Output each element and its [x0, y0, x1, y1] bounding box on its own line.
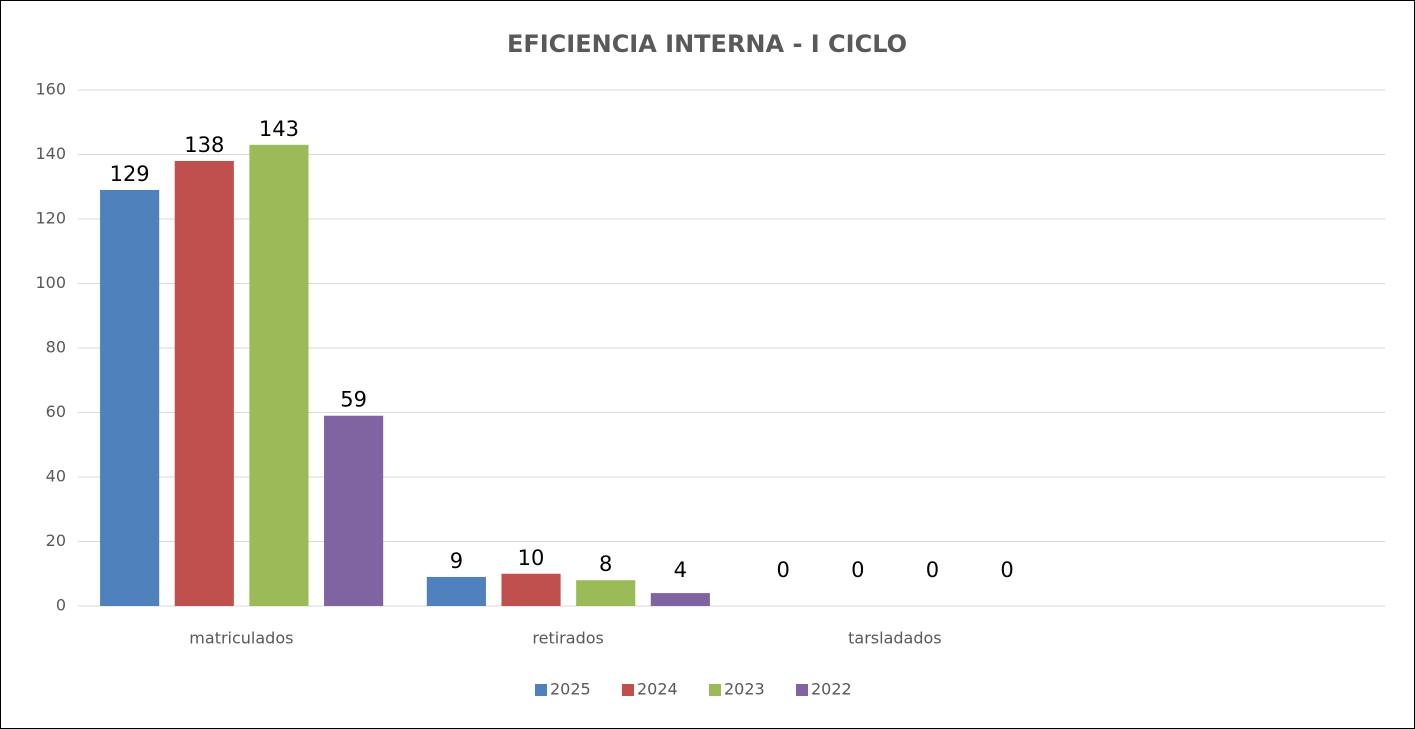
bar	[650, 593, 710, 606]
bar	[324, 415, 384, 606]
data-label: 59	[340, 388, 367, 412]
bar	[426, 576, 486, 606]
data-label: 10	[518, 546, 545, 570]
y-tick-label: 100	[35, 273, 66, 292]
x-tick-label: matriculados	[189, 629, 293, 648]
data-label: 138	[184, 133, 224, 157]
y-tick-label: 40	[46, 467, 66, 486]
y-tick-label: 120	[35, 209, 66, 228]
bar	[576, 580, 636, 606]
legend-swatch	[622, 684, 634, 696]
y-tick-label: 60	[46, 402, 66, 421]
legend-label: 2025	[550, 680, 591, 699]
y-tick-label: 160	[35, 80, 66, 99]
bar	[501, 573, 561, 606]
bar	[174, 160, 234, 606]
data-label: 9	[450, 549, 463, 573]
y-tick-label: 80	[46, 338, 66, 357]
x-tick-label: tarsladados	[848, 629, 941, 648]
bar	[100, 189, 160, 606]
y-tick-label: 20	[46, 531, 66, 550]
legend-swatch	[796, 684, 808, 696]
legend-swatch	[535, 684, 547, 696]
data-label: 4	[674, 558, 687, 582]
data-label: 0	[926, 558, 939, 582]
data-label: 0	[851, 558, 864, 582]
legend-label: 2024	[637, 680, 678, 699]
data-label: 0	[1000, 558, 1013, 582]
data-label: 129	[110, 162, 150, 186]
x-tick-label: retirados	[532, 629, 603, 648]
data-label: 8	[599, 552, 612, 576]
bar	[249, 144, 309, 606]
y-tick-label: 140	[35, 144, 66, 163]
data-label: 0	[776, 558, 789, 582]
legend-swatch	[709, 684, 721, 696]
y-tick-label: 0	[56, 596, 66, 615]
data-label: 143	[259, 117, 299, 141]
legend-label: 2022	[811, 680, 852, 699]
chart-title: EFICIENCIA INTERNA - I CICLO	[507, 30, 907, 58]
legend-label: 2023	[724, 680, 765, 699]
